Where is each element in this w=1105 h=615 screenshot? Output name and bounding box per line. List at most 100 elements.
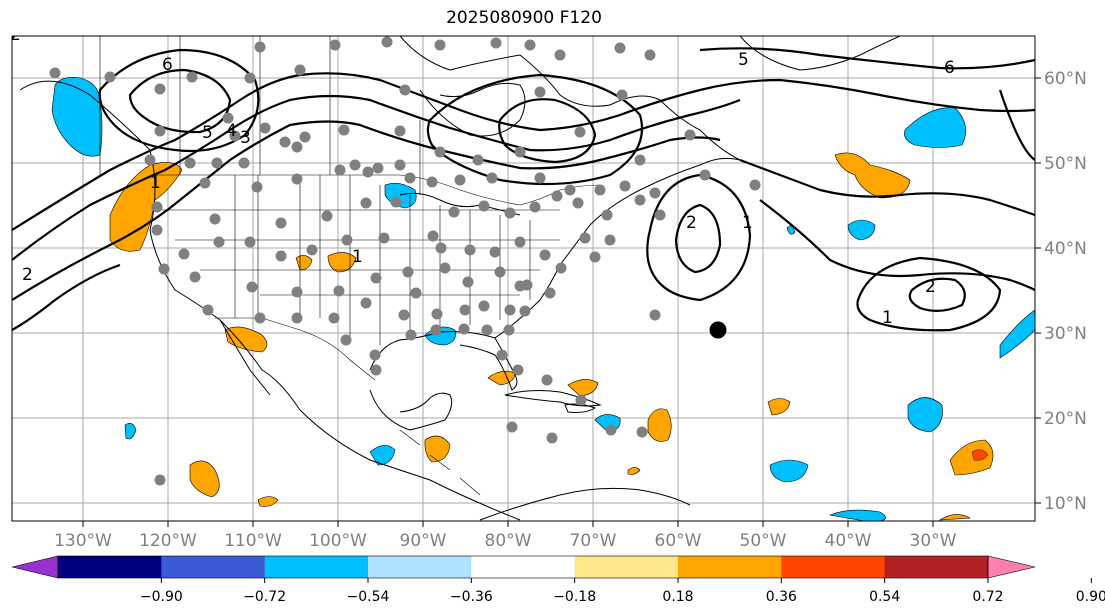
station-marker <box>254 312 266 324</box>
station-marker <box>496 349 508 361</box>
station-marker <box>506 421 518 433</box>
map-title: 2025080900 F120 <box>446 8 602 28</box>
station-marker <box>244 236 256 248</box>
contour-west-2 <box>12 94 741 261</box>
station-marker <box>341 234 353 246</box>
station-marker <box>229 130 241 142</box>
contour-label: 2 <box>925 277 936 297</box>
station-marker <box>184 157 196 169</box>
colorbar-tick-label: −0.36 <box>450 589 493 605</box>
station-marker <box>189 271 201 283</box>
contour-label: 4 <box>226 121 237 141</box>
station-marker <box>534 86 546 98</box>
station-marker <box>459 304 471 316</box>
station-marker <box>541 374 553 386</box>
station-marker <box>211 157 223 169</box>
station-marker <box>104 71 116 83</box>
contour-label: 2 <box>10 25 21 45</box>
longitude-ticks: 130°W 120°W 110°W 100°W 90°W 80°W 70°W 60°W 50°W… <box>54 521 957 551</box>
station-marker <box>291 286 303 298</box>
contour-label: 1 <box>882 308 893 328</box>
station-marker <box>458 323 470 335</box>
station-marker <box>448 206 460 218</box>
colorbar-tick-label: 0.36 <box>766 589 797 605</box>
cuba <box>504 390 602 407</box>
longitude-label: 120°W <box>139 531 197 551</box>
storm-position-marker <box>709 321 727 339</box>
colorbar-segment <box>58 556 162 578</box>
colorbar-tick-label: 0.72 <box>972 589 1003 605</box>
shade-orange-bahamas <box>567 379 599 397</box>
colorbar-segment <box>781 556 886 578</box>
station-marker <box>431 308 443 320</box>
longitude-label: 50°W <box>740 531 787 551</box>
station-marker <box>551 190 563 202</box>
station-marker <box>398 309 410 321</box>
station-marker <box>478 300 490 312</box>
station-marker <box>151 201 163 213</box>
colorbar-segment <box>368 556 472 578</box>
station-marker <box>362 166 374 178</box>
shade-blue-atlantic-6 <box>999 309 1035 359</box>
station-marker <box>749 179 761 191</box>
contour-label: 5 <box>202 123 213 143</box>
station-marker <box>604 234 616 246</box>
shade-blue-alaska <box>51 77 103 157</box>
station-marker <box>649 187 661 199</box>
colorbar-tick-label: 0.54 <box>869 589 900 605</box>
station-marker <box>430 324 442 336</box>
station-marker <box>434 146 446 158</box>
station-marker <box>616 89 628 101</box>
colorbar-tick-label: −0.54 <box>347 589 390 605</box>
station-marker <box>213 236 225 248</box>
station-marker <box>410 287 422 299</box>
south-america-north <box>479 487 691 521</box>
station-marker <box>699 169 711 181</box>
station-marker <box>254 41 266 53</box>
station-marker <box>334 164 346 176</box>
us-mexico-border <box>215 317 376 381</box>
station-marker <box>321 210 333 222</box>
colorbar: −0.90 −0.72 −0.54 −0.36 −0.18 0.18 0.36 0.54 0.7… <box>11 555 1105 605</box>
longitude-label: 130°W <box>54 531 112 551</box>
shade-orange-atlantic-1 <box>767 398 791 416</box>
station-marker <box>462 276 474 288</box>
contour-west-1 <box>12 72 1035 231</box>
station-marker <box>222 112 234 124</box>
station-marker <box>594 184 606 196</box>
station-marker <box>636 426 648 438</box>
contour-north <box>699 47 1035 70</box>
station-marker <box>472 154 484 166</box>
contour-cutoff-atlantic-inner <box>674 203 722 274</box>
contour-atlantic-ring-inner <box>908 277 966 312</box>
station-marker <box>291 173 303 185</box>
shade-blue-atlantic-1 <box>769 459 809 483</box>
shade-orange-plains-2 <box>327 252 357 273</box>
shade-orange-atlantic-2 <box>834 152 911 199</box>
latitude-label: 50°N <box>1044 154 1087 174</box>
station-marker <box>244 72 256 84</box>
north-america-west-coast <box>19 80 521 521</box>
latitude-ticks: 60°N 50°N 40°N 30°N 20°N 10°N <box>1035 69 1087 514</box>
shade-orange-small-1 <box>627 467 641 475</box>
station-marker <box>514 146 526 158</box>
station-marker <box>279 136 291 148</box>
station-marker <box>209 213 221 225</box>
station-markers <box>49 36 761 486</box>
station-marker <box>555 262 567 274</box>
station-marker <box>360 197 372 209</box>
colorbar-segment <box>678 556 782 578</box>
colorbar-tick-label: 0.90 <box>1076 589 1105 605</box>
shade-blue-pacific <box>124 423 137 440</box>
station-marker <box>151 224 163 236</box>
baja-california <box>219 319 271 396</box>
station-marker <box>238 157 250 169</box>
station-marker <box>349 159 361 171</box>
graticule <box>12 36 1035 521</box>
colorbar-segment <box>884 556 989 578</box>
station-marker <box>546 432 558 444</box>
longitude-label: 100°W <box>309 531 367 551</box>
station-marker <box>478 200 490 212</box>
map-frame <box>11 35 1036 522</box>
station-marker <box>251 181 263 193</box>
